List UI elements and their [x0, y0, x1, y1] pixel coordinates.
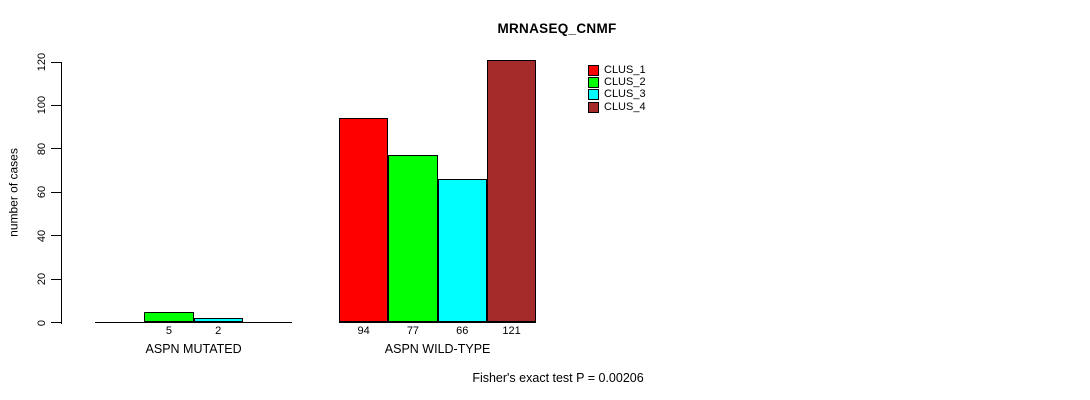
chart-title: MRNASEQ_CNMF [497, 21, 617, 36]
legend-item-clus_3: CLUS_3 [588, 89, 646, 101]
y-axis-tick [51, 322, 61, 323]
y-axis-tick-label: 120 [36, 52, 48, 72]
bar-value-label: 121 [502, 325, 521, 337]
bar-clus_3-wildtype [437, 179, 487, 323]
legend-item-clus_2: CLUS_2 [588, 76, 646, 88]
y-axis-tick-label: 60 [36, 186, 48, 199]
x-category-label-mutated: ASPN MUTATED [145, 342, 242, 356]
y-axis-tick-label: 100 [36, 96, 48, 115]
y-axis-tick [51, 191, 61, 193]
bar-value-label: 77 [406, 325, 420, 337]
stat-annotation: Fisher's exact test P = 0.00206 [472, 371, 644, 385]
bar-value-label: 2 [215, 325, 222, 337]
y-axis-tick [51, 278, 61, 280]
y-axis-tick-label: 80 [36, 142, 48, 155]
legend-swatch-icon [588, 101, 599, 113]
y-axis-tick [51, 61, 61, 63]
y-axis-tick-label: 0 [36, 319, 48, 326]
bar-value-label: 66 [456, 325, 469, 337]
y-axis-tick [51, 148, 61, 150]
bar-clus_3-mutated [193, 318, 243, 323]
x-category-label-wildtype: ASPN WILD-TYPE [384, 342, 491, 356]
bar-clus_2-mutated [144, 311, 194, 323]
bar-clus_4-wildtype [486, 59, 537, 323]
legend-swatch-icon [588, 76, 599, 88]
group-baseline [95, 322, 293, 323]
legend-item-label: CLUS_4 [604, 100, 646, 113]
legend-swatch-icon [588, 89, 599, 101]
y-axis-line [61, 62, 62, 324]
bar-clus_2-wildtype [388, 155, 438, 323]
y-axis-tick-label: 20 [36, 272, 48, 286]
legend-item-label: CLUS_1 [604, 63, 646, 76]
bar-value-label: 94 [357, 325, 370, 337]
legend: CLUS_1 CLUS_2 CLUS_3 CLUS_4 [588, 64, 646, 113]
legend-swatch-icon [588, 64, 599, 76]
legend-item-clus_4: CLUS_4 [588, 101, 646, 113]
y-axis-tick-label: 40 [36, 229, 48, 242]
bar-value-label: 5 [165, 325, 172, 337]
legend-item-label: CLUS_3 [604, 88, 646, 101]
group-baseline [339, 322, 537, 323]
legend-item-label: CLUS_2 [604, 75, 646, 88]
y-axis-tick [51, 104, 61, 106]
y-axis-tick [51, 235, 61, 237]
legend-item-clus_1: CLUS_1 [588, 64, 646, 76]
y-axis-title: number of cases [6, 148, 21, 237]
bar-clus_1-wildtype [339, 118, 389, 323]
